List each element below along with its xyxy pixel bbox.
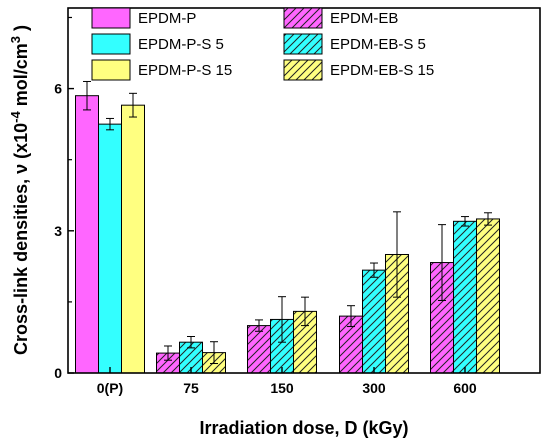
y-axis-title-mid: mol/cm	[11, 43, 31, 111]
legend-item: EPDM-EB-S 15	[283, 59, 434, 81]
legend-item: EPDM-EB-S 5	[283, 33, 426, 55]
error-bar	[301, 296, 309, 327]
legend-label: EPDM-P-S 15	[138, 62, 232, 79]
legend-swatch	[283, 59, 323, 81]
bar-epdm-p-0P	[75, 95, 99, 374]
legend-label: EPDM-EB-S 5	[330, 36, 426, 53]
legend: EPDM-P EPDM-P-S 5 EPDM-P-S 15 EPDM-EB EPDM-E…	[91, 7, 434, 81]
error-bar	[164, 345, 172, 361]
legend-item: EPDM-P-S 15	[91, 59, 232, 81]
legend-label: EPDM-P-S 5	[138, 36, 224, 53]
legend-label: EPDM-EB	[330, 10, 398, 27]
legend-label: EPDM-P	[138, 10, 196, 27]
error-bar	[347, 305, 355, 328]
error-bars-layer	[83, 80, 492, 365]
error-bar	[461, 216, 469, 227]
y-tick-label: 6	[54, 81, 62, 97]
error-bar	[278, 296, 286, 343]
x-axis-title: Irradiation dose, D (kGy)	[199, 418, 408, 438]
legend-swatch	[283, 7, 323, 29]
legend-swatch	[91, 7, 131, 29]
legend-swatch	[283, 33, 323, 55]
ticks-layer: 0 3 6 0(P) 75 150 300 600	[54, 16, 477, 396]
x-tick-label: 150	[270, 380, 294, 396]
error-bar	[210, 341, 218, 365]
bar-epdm-eb-s-5-600	[453, 220, 477, 374]
error-bar	[370, 262, 378, 278]
y-axis-title-exp2: 3	[8, 36, 23, 43]
y-axis-title-exp1: -4	[8, 111, 23, 123]
error-bar	[106, 117, 114, 131]
bar-epdm-eb-150	[247, 325, 271, 374]
error-bar	[484, 212, 492, 226]
x-tick-label: 300	[362, 380, 386, 396]
x-tick-label: 600	[453, 380, 477, 396]
y-tick-label: 3	[54, 223, 62, 239]
x-tick-label: 0(P)	[97, 380, 123, 396]
bar-epdm-p-s-5-0P	[98, 123, 122, 374]
y-axis-title-end: )	[11, 25, 31, 36]
error-bar	[83, 80, 91, 111]
y-axis-title-main: Cross-link densities, ν (x10	[11, 123, 31, 355]
error-bar	[438, 224, 446, 301]
legend-swatch	[91, 59, 131, 81]
y-axis-title: Cross-link densities, ν (x10-4 mol/cm3 )	[8, 25, 31, 355]
error-bar	[129, 92, 137, 118]
legend-item: EPDM-P	[91, 7, 196, 29]
error-bar	[187, 336, 195, 349]
y-tick-label: 0	[54, 365, 62, 381]
x-tick-label: 75	[183, 380, 199, 396]
bar-epdm-eb-s-15-600	[476, 218, 500, 374]
error-bar	[255, 319, 263, 332]
legend-swatch	[91, 33, 131, 55]
legend-item: EPDM-P-S 5	[91, 33, 224, 55]
legend-label: EPDM-EB-S 15	[330, 62, 434, 79]
bars-layer	[75, 95, 500, 374]
legend-item: EPDM-EB	[283, 7, 398, 29]
error-bar	[393, 211, 401, 298]
bar-epdm-eb-s-5-300	[362, 269, 386, 374]
bar-epdm-p-s-15-0P	[121, 104, 145, 374]
